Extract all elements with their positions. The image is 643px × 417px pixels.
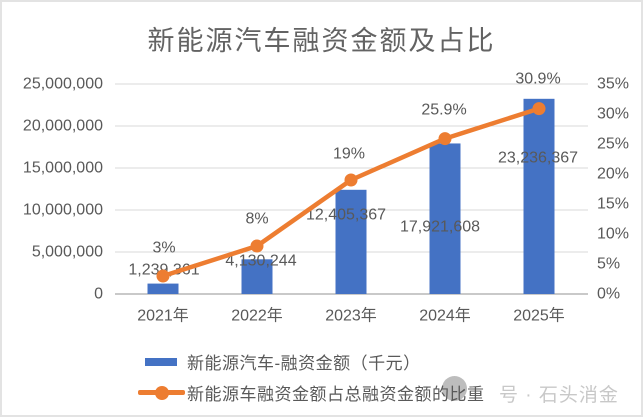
- x-tick-label: 2021年: [137, 307, 189, 325]
- line-value-label: 25.9%: [421, 102, 466, 119]
- y-left-tick-label: 25,000,000: [23, 76, 103, 93]
- bar-2022年: [241, 259, 273, 294]
- bar-2023年: [335, 189, 367, 294]
- line-marker-2024年: [438, 132, 452, 146]
- x-tick-label: 2024年: [419, 307, 471, 325]
- bar-2024年: [429, 143, 461, 294]
- line-marker-2022年: [250, 239, 264, 253]
- y-right-tick-label: 20%: [597, 166, 629, 183]
- y-right-tick-label: 0%: [597, 286, 620, 303]
- y-right-tick-label: 10%: [597, 226, 629, 243]
- bar-2025年: [523, 98, 555, 294]
- line-value-label: 19%: [333, 146, 365, 163]
- bar-2021年: [147, 283, 179, 294]
- legend-item-bar-series: 新能源汽车-融资金额（千元）: [145, 349, 421, 374]
- chart-title: 新能源汽车融资金额及占比: [147, 26, 496, 56]
- y-right-tick-label: 15%: [597, 196, 629, 213]
- line-marker-2025年: [532, 102, 546, 116]
- y-left-tick-label: 10,000,000: [23, 202, 103, 219]
- bar-series-swatch-icon: [145, 357, 177, 366]
- watermark-text: 号 · 石头消金: [499, 385, 619, 406]
- line-marker-dot-icon: [154, 385, 169, 400]
- bar-value-label: 17,921,608: [400, 219, 480, 236]
- legend-label-bar-series: 新能源汽车-融资金额（千元）: [187, 354, 421, 373]
- y-right-tick-label: 25%: [597, 136, 629, 153]
- legend-label-line-series: 新能源车融资金额占总融资金额的比重: [187, 385, 485, 404]
- line-value-label: 3%: [152, 240, 175, 257]
- y-right-tick-label: 5%: [597, 256, 620, 273]
- y-right-tick-label: 30%: [597, 106, 629, 123]
- y-right-tick-label: 35%: [597, 76, 629, 93]
- bar-value-label: 12,405,367: [306, 207, 386, 224]
- x-tick-label: 2023年: [325, 307, 377, 325]
- bar-value-label: 23,236,367: [498, 150, 578, 167]
- y-left-tick-label: 20,000,000: [23, 118, 103, 135]
- y-left-tick-label: 15,000,000: [23, 160, 103, 177]
- watermark-logo-icon: [442, 376, 467, 401]
- line-marker-2023年: [344, 173, 358, 187]
- y-left-tick-label: 0: [94, 286, 103, 303]
- x-tick-label: 2025年: [513, 307, 565, 325]
- line-value-label: 30.9%: [515, 71, 560, 88]
- bar-value-label: 4,130,244: [225, 253, 296, 270]
- y-left-tick-label: 5,000,000: [32, 244, 103, 261]
- x-tick-label: 2022年: [231, 307, 283, 325]
- line-series-swatch-icon: [138, 385, 185, 400]
- line-value-label: 8%: [245, 211, 268, 228]
- line-marker-2021年: [156, 269, 170, 283]
- legend-item-line-series: 新能源车融资金额占总融资金额的比重: [138, 380, 485, 405]
